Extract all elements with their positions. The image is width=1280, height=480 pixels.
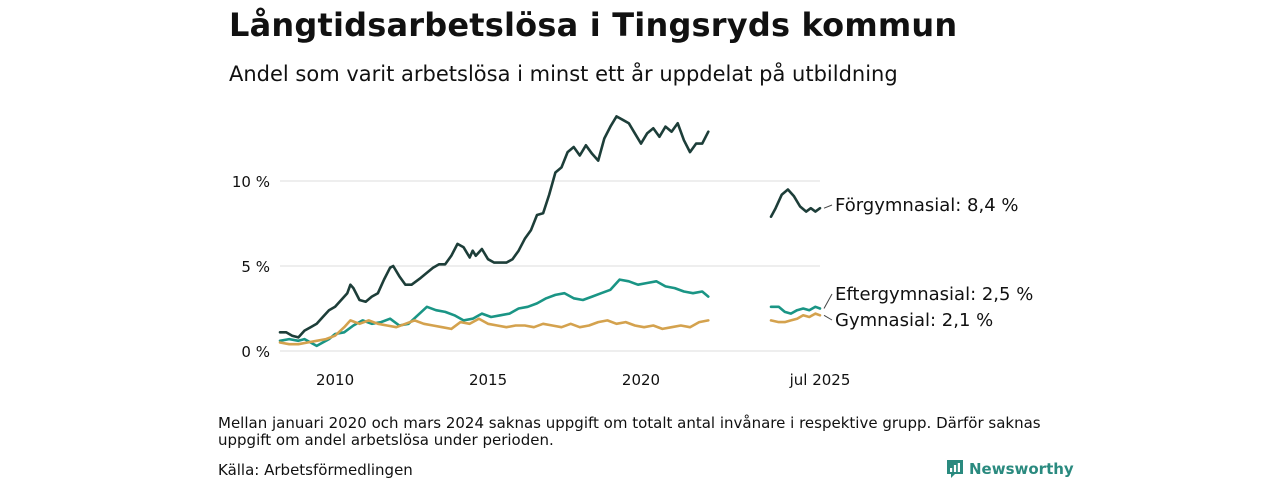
chart-subtitle: Andel som varit arbetslösa i minst ett å…	[229, 62, 898, 86]
chart-title: Långtidsarbetslösa i Tingsryds kommun	[229, 6, 958, 44]
y-axis-ticks: 0 % 5 % 10 %	[232, 173, 270, 361]
label-connector	[823, 293, 833, 309]
source-text: Källa: Arbetsförmedlingen	[218, 461, 413, 479]
series-line-gymnasial-1	[278, 317, 710, 346]
series-label-förgymnasial: Förgymnasial: 8,4 %	[835, 195, 1019, 216]
series-label-gymnasial: Gymnasial: 2,1 %	[835, 310, 993, 331]
x-tick-label: 2010	[316, 371, 354, 389]
series-line-eftergymnasial-1	[278, 278, 710, 348]
x-tick-label-end: jul 2025	[789, 371, 851, 389]
x-tick-label: 2020	[622, 371, 660, 389]
label-connector	[823, 204, 833, 209]
series-line-gymnasial-2	[769, 312, 822, 324]
series-line-förgymnasial-2	[769, 188, 822, 218]
brand-name: Newsworthy	[969, 460, 1074, 478]
line-chart: 0 % 5 % 10 % 2010 2015 2020 jul 2025 Förgymna…	[232, 115, 1033, 389]
y-tick-label: 10 %	[232, 173, 270, 191]
footnote: Mellan januari 2020 och mars 2024 saknas…	[218, 414, 1041, 449]
newsworthy-logo-icon	[947, 460, 963, 478]
series-lines	[278, 115, 822, 348]
y-tick-label: 5 %	[241, 258, 270, 276]
label-connector	[823, 314, 833, 321]
newsworthy-logo: Newsworthy	[946, 459, 1074, 479]
series-line-eftergymnasial-2	[769, 305, 822, 315]
series-label-eftergymnasial: Eftergymnasial: 2,5 %	[835, 284, 1033, 305]
series-line-förgymnasial-1	[278, 115, 710, 339]
series-labels: Förgymnasial: 8,4 % Eftergymnasial: 2,5 %…	[823, 195, 1033, 331]
gridlines	[280, 180, 820, 352]
x-axis-ticks: 2010 2015 2020 jul 2025	[316, 371, 850, 389]
y-tick-label: 0 %	[241, 343, 270, 361]
x-tick-label: 2015	[469, 371, 507, 389]
